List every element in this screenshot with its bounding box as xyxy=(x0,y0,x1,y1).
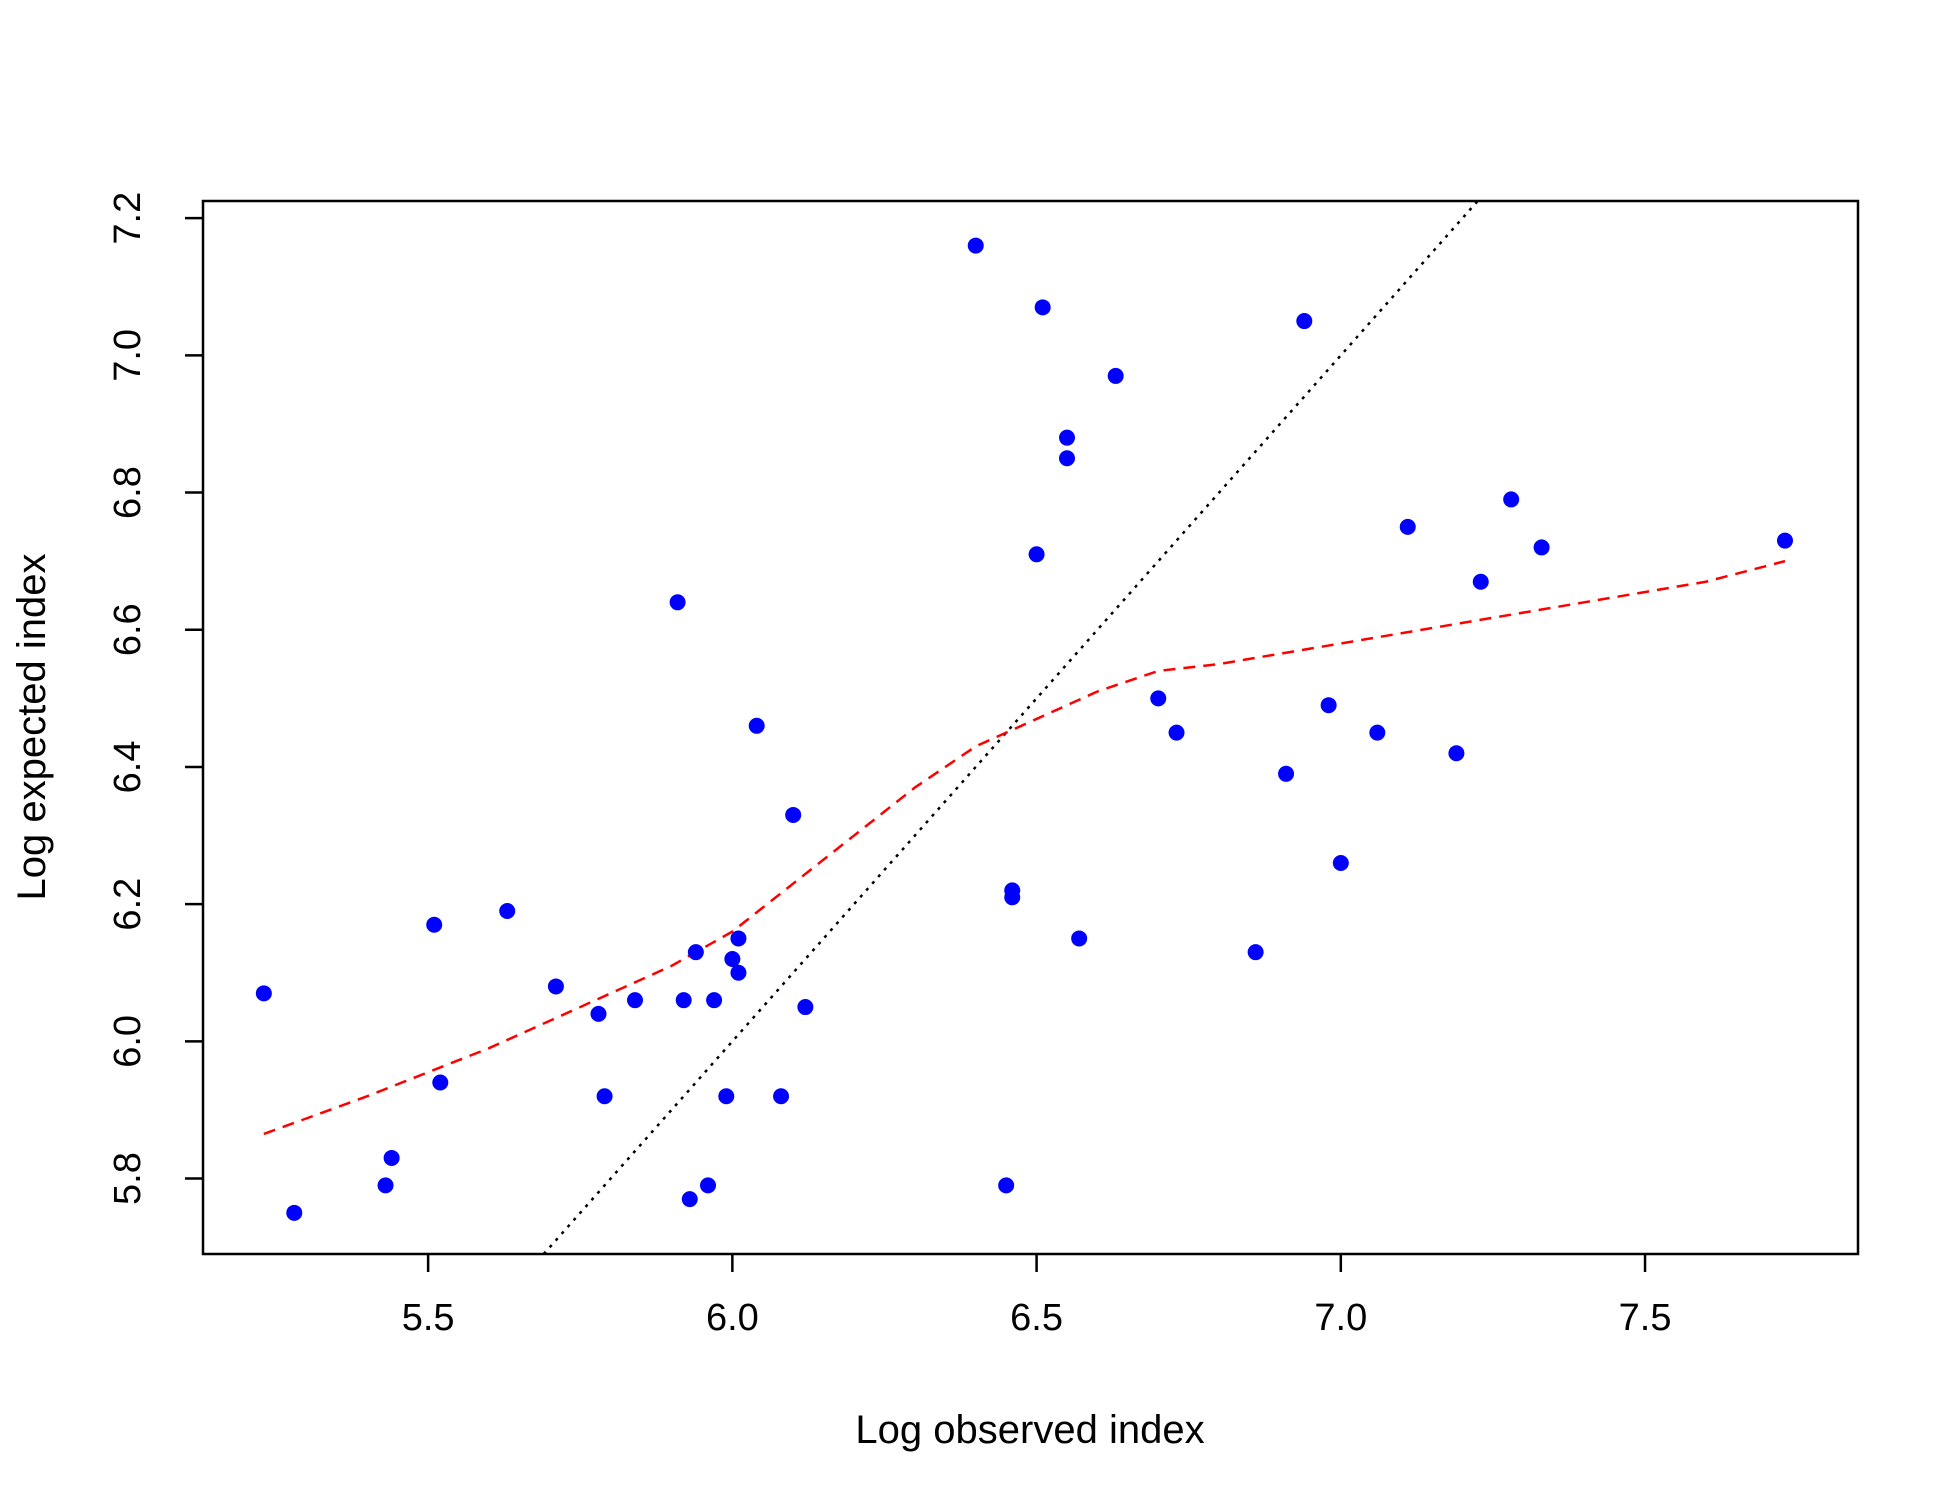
y-tick-label: 6.2 xyxy=(107,878,149,931)
data-point xyxy=(590,1005,607,1022)
y-tick-label: 6.0 xyxy=(107,1015,149,1068)
data-point xyxy=(1369,724,1386,741)
data-point xyxy=(1472,573,1489,590)
data-point xyxy=(1332,854,1349,871)
data-point xyxy=(1296,313,1313,330)
data-point xyxy=(432,1074,449,1091)
data-point xyxy=(1278,765,1295,782)
data-point xyxy=(1448,745,1465,762)
data-point xyxy=(547,978,564,995)
data-point xyxy=(669,594,686,611)
data-point xyxy=(706,992,723,1009)
data-point xyxy=(748,717,765,734)
data-point xyxy=(1399,518,1416,535)
data-points xyxy=(255,237,1793,1221)
data-point xyxy=(1059,450,1076,467)
data-point xyxy=(1071,930,1088,947)
data-point xyxy=(426,916,443,933)
y-tick-label: 6.4 xyxy=(107,741,149,794)
plot-area xyxy=(255,201,1793,1254)
x-tick-label: 6.0 xyxy=(706,1297,759,1339)
data-point xyxy=(383,1149,400,1166)
y-tick-label: 7.2 xyxy=(107,192,149,245)
data-point xyxy=(596,1088,613,1105)
y-tick-label: 6.6 xyxy=(107,603,149,656)
data-point xyxy=(286,1204,303,1221)
data-point xyxy=(627,992,644,1009)
data-point xyxy=(1247,944,1264,961)
data-point xyxy=(687,944,704,961)
data-point xyxy=(773,1088,790,1105)
y-axis-ticks: 5.8 6.0 6.2 6.4 6.6 6.8 7.0 7.2 xyxy=(107,192,203,1205)
plot-frame xyxy=(201,199,1860,1256)
y-tick-label: 7.0 xyxy=(107,329,149,382)
data-point xyxy=(1059,429,1076,446)
y-tick-label: 5.8 xyxy=(107,1152,149,1205)
data-point xyxy=(1150,690,1167,707)
data-point xyxy=(1004,882,1021,899)
x-tick-label: 6.5 xyxy=(1010,1297,1063,1339)
data-point xyxy=(255,985,272,1002)
data-point xyxy=(675,992,692,1009)
y-tick-label: 6.8 xyxy=(107,466,149,519)
x-axis-label: Log observed index xyxy=(855,1408,1204,1452)
data-point xyxy=(724,951,741,968)
y-axis-label: Log expected index xyxy=(10,554,54,901)
x-tick-label: 5.5 xyxy=(402,1297,455,1339)
identity-line xyxy=(542,201,1479,1254)
data-point xyxy=(797,999,814,1016)
x-tick-label: 7.5 xyxy=(1619,1297,1672,1339)
data-point xyxy=(1503,491,1520,508)
data-point xyxy=(730,930,747,947)
data-point xyxy=(1028,546,1045,563)
smooth-trend-line xyxy=(263,559,1786,1136)
data-point xyxy=(998,1177,1015,1194)
data-point xyxy=(377,1177,394,1194)
x-tick-label: 7.0 xyxy=(1314,1297,1367,1339)
data-point xyxy=(681,1191,698,1208)
data-point xyxy=(967,237,984,254)
data-point xyxy=(730,964,747,981)
data-point xyxy=(1107,367,1124,384)
x-axis-ticks: 5.5 6.0 6.5 7.0 7.5 xyxy=(402,1254,1672,1339)
data-point xyxy=(499,903,516,920)
data-point xyxy=(718,1088,735,1105)
data-point xyxy=(700,1177,717,1194)
data-point xyxy=(1776,532,1793,549)
data-point xyxy=(1168,724,1185,741)
data-point xyxy=(1533,539,1550,556)
data-point xyxy=(785,806,802,823)
data-point xyxy=(1320,697,1337,714)
data-point xyxy=(1034,299,1051,316)
